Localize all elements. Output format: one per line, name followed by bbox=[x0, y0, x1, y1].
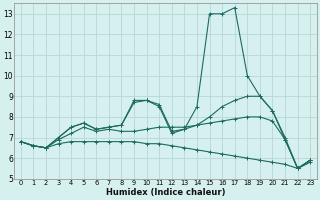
X-axis label: Humidex (Indice chaleur): Humidex (Indice chaleur) bbox=[106, 188, 225, 197]
